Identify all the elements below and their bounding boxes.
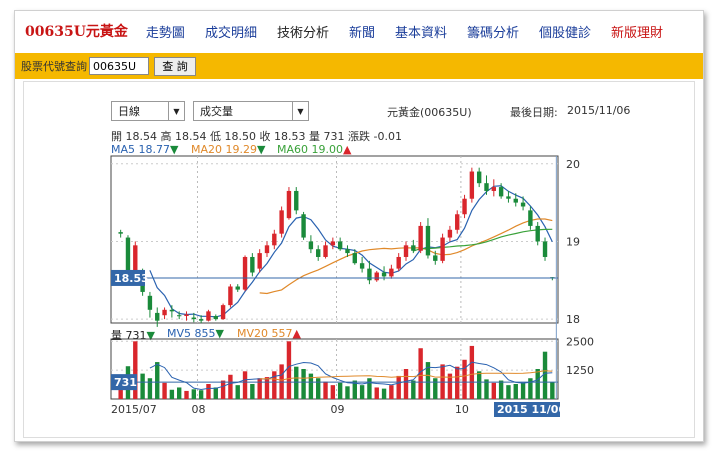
ma60-text: MA60 19.00	[277, 143, 343, 156]
period-select-value: 日線	[118, 105, 140, 118]
vol-text: 量 731	[111, 329, 147, 342]
open-label: 開	[111, 130, 122, 143]
app-window: 00635U元黃金 走勢圖 成交明細 技術分析 新聞 基本資料 籌碼分析 個股健…	[14, 10, 704, 442]
close-value: 18.53	[274, 130, 306, 143]
chevron-down-icon[interactable]: ▼	[168, 102, 184, 120]
mv20-legend: MV20 557▲	[237, 327, 301, 340]
high-label: 高	[160, 130, 172, 143]
volume-value: 731	[323, 130, 345, 143]
nav-trade-details[interactable]: 成交明細	[204, 25, 257, 41]
change-label: 漲跌	[348, 130, 370, 143]
top-nav: 00635U元黃金 走勢圖 成交明細 技術分析 新聞 基本資料 籌碼分析 個股健…	[15, 11, 703, 51]
down-triangle-icon: ▼	[146, 329, 155, 342]
mv20-text: MV20 557	[237, 327, 293, 340]
chart-panel	[23, 81, 695, 438]
query-button[interactable]: 查 詢	[154, 56, 196, 76]
query-bar: 股票代號查詢 查 詢	[15, 53, 703, 79]
ohlc-row: 開 18.54 高 18.54 低 18.50 收 18.53 量 731 漲跌…	[111, 128, 402, 144]
indicator-select-value: 成交量	[200, 105, 233, 118]
mv5-legend: MV5 855▼	[167, 327, 224, 340]
period-select[interactable]: 日線 ▼	[111, 101, 185, 121]
ma5-legend: MA5 18.77▼	[111, 143, 178, 156]
up-triangle-icon: ▲	[292, 327, 301, 340]
nav-trend[interactable]: 走勢圖	[145, 25, 185, 41]
volume-legend: 量 731▼	[111, 327, 155, 343]
ma5-text: MA5 18.77	[111, 143, 171, 156]
stock-title[interactable]: 00635U元黃金	[25, 24, 128, 40]
nav-new-version[interactable]: 新版理財	[611, 25, 664, 41]
open-value: 18.54	[125, 130, 158, 143]
down-triangle-icon: ▼	[215, 327, 224, 340]
ma60-legend: MA60 19.00▲	[277, 143, 351, 156]
mv5-text: MV5 855	[167, 327, 216, 340]
chevron-down-icon[interactable]: ▼	[292, 102, 308, 120]
stock-name-code: 元黃金(00635U)	[387, 106, 472, 119]
nav-fundamentals[interactable]: 基本資料	[394, 25, 447, 41]
nav-chips-analysis[interactable]: 籌碼分析	[467, 25, 520, 41]
ma20-legend: MA20 19.29▼	[191, 143, 265, 156]
low-label: 低	[210, 130, 221, 143]
up-triangle-icon: ▲	[343, 143, 352, 156]
nav-technical-analysis[interactable]: 技術分析	[276, 25, 329, 41]
stock-code-input[interactable]	[89, 57, 149, 75]
change-value: -0.01	[373, 130, 402, 143]
ma20-text: MA20 19.29	[191, 143, 257, 156]
high-value: 18.54	[175, 130, 207, 143]
volume-label: 量	[309, 130, 320, 143]
down-triangle-icon: ▼	[257, 143, 266, 156]
last-date-label: 最後日期:	[510, 106, 558, 119]
nav-stock-checkup[interactable]: 個股健診	[539, 25, 592, 41]
down-triangle-icon: ▼	[170, 143, 179, 156]
query-label: 股票代號查詢	[21, 60, 87, 73]
indicator-select[interactable]: 成交量 ▼	[193, 101, 309, 121]
last-date-value: 2015/11/06	[567, 104, 631, 117]
close-label: 收	[259, 130, 271, 143]
low-value: 18.50	[224, 130, 257, 143]
nav-news[interactable]: 新聞	[348, 25, 375, 41]
